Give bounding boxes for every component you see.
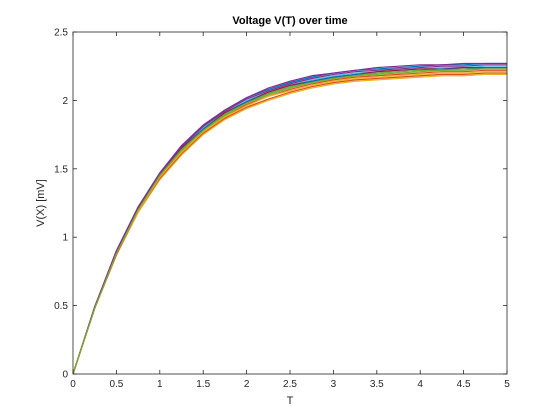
- x-axis-label: T: [287, 395, 294, 407]
- y-tick-label: 2.5: [54, 28, 68, 39]
- series-line-12: [72, 68, 507, 375]
- plot-area: [73, 32, 507, 374]
- y-tick-label: 2: [62, 96, 68, 107]
- x-tick-label: 5: [504, 379, 510, 390]
- ticks-layer: 0 0.5 1 1.5 2 2.5 3 3.5 4 4.5 5 0 0.5 1 1.5 2 2.5: [54, 28, 510, 391]
- series-line-11: [72, 64, 507, 375]
- series-line-10: [72, 71, 507, 375]
- x-tick-label: 1: [157, 379, 163, 390]
- x-tick-label: 1.5: [196, 379, 210, 390]
- chart-title: Voltage V(T) over time: [232, 15, 347, 27]
- series-line-3: [72, 73, 507, 375]
- y-axis-label: V(X) [mV]: [35, 179, 47, 227]
- x-tick-label: 4.5: [457, 379, 471, 390]
- x-tick-label: 3: [331, 379, 337, 390]
- x-tick-label: 2: [244, 379, 250, 390]
- y-tick-label: 1: [62, 233, 68, 244]
- x-tick-label: 4: [417, 379, 423, 390]
- y-tick-label: 0.5: [54, 301, 68, 312]
- series-layer: [72, 62, 507, 375]
- y-tick-label: 1.5: [54, 164, 68, 175]
- x-tick-label: 3.5: [370, 379, 384, 390]
- x-tick-label: 0.5: [109, 379, 123, 390]
- y-tick-label: 0: [62, 370, 68, 381]
- x-tick-label: 2.5: [283, 379, 297, 390]
- x-tick-label: 0: [70, 379, 76, 390]
